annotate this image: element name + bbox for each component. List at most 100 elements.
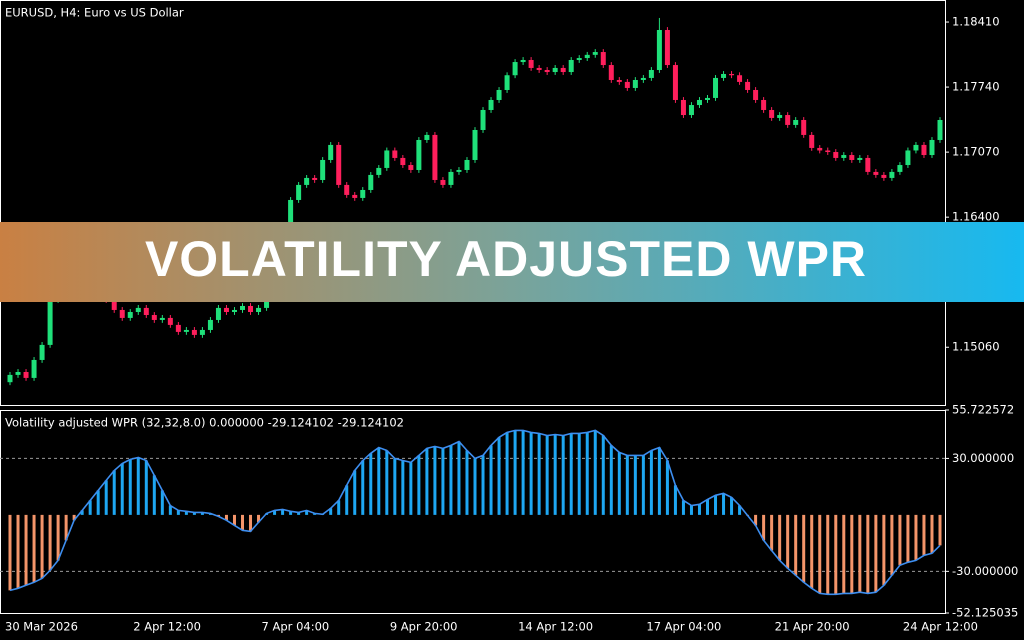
histogram-bar <box>465 450 469 515</box>
candle-body <box>312 177 318 180</box>
histogram-bar <box>882 514 886 586</box>
histogram-bar <box>786 514 790 569</box>
candle-body <box>624 81 630 88</box>
histogram-bar <box>858 514 862 593</box>
candle-body <box>39 344 45 360</box>
histogram-bar <box>249 514 253 532</box>
x-tick-label: 9 Apr 20:00 <box>390 620 458 634</box>
histogram-bar <box>738 505 742 515</box>
histogram-bar <box>673 485 677 515</box>
candle-body <box>248 305 254 313</box>
banner <box>0 222 1024 302</box>
histogram-bar <box>681 500 685 515</box>
histogram-bar <box>32 514 36 583</box>
candle-body <box>127 312 133 318</box>
candle-body <box>240 305 245 310</box>
candle-body <box>753 89 759 100</box>
candle-body <box>552 67 558 73</box>
histogram-bar <box>922 514 926 556</box>
candle-body <box>929 139 935 156</box>
histogram-bar <box>633 455 637 515</box>
histogram-bar <box>297 512 301 515</box>
indicator-panel: 55.722572 30.000000 -30.000000 -52.125035 Vo… <box>0 403 1018 620</box>
candle-body <box>680 99 686 116</box>
histogram-bar <box>441 448 445 515</box>
histogram-bar <box>409 462 413 515</box>
candle-body <box>448 171 454 185</box>
histogram-bar <box>529 432 533 515</box>
candle-body <box>143 307 149 316</box>
candle-body <box>729 73 735 76</box>
histogram-bar <box>537 433 541 515</box>
histogram-bar <box>930 514 934 554</box>
candle-body <box>344 184 350 195</box>
histogram-bar <box>649 450 653 515</box>
histogram-bar <box>481 455 485 515</box>
candle-body <box>472 129 478 160</box>
histogram-bar <box>609 445 613 515</box>
candle-body <box>833 152 839 158</box>
candle-body <box>528 59 534 68</box>
histogram-bar <box>938 514 942 546</box>
histogram-bar <box>850 514 854 594</box>
candle-body <box>737 75 743 82</box>
y-tick-label: 1.18410 <box>952 15 1000 29</box>
candle-body <box>464 159 470 170</box>
histogram-bar <box>665 460 669 515</box>
candle-body <box>897 165 903 172</box>
histogram-bar <box>305 510 309 515</box>
candle-body <box>408 165 414 170</box>
candle-body <box>801 119 807 135</box>
candle-body <box>400 157 406 166</box>
x-tick-label: 21 Apr 20:00 <box>775 620 850 634</box>
histogram-bar <box>401 460 405 515</box>
histogram-bar <box>160 490 164 515</box>
histogram-bar <box>457 441 461 515</box>
histogram-bar <box>569 433 573 515</box>
histogram-bar <box>385 450 389 515</box>
histogram-bar <box>168 505 172 515</box>
candle-body <box>809 134 815 148</box>
y-tick-label: 1.17740 <box>952 80 1000 94</box>
histogram-bar <box>393 458 397 515</box>
histogram-bar <box>48 514 52 571</box>
histogram-bar <box>144 460 148 515</box>
histogram-bar <box>842 514 846 594</box>
histogram-bar <box>353 470 357 515</box>
candle-body <box>632 79 638 88</box>
candle-body <box>568 59 574 73</box>
candle-body <box>817 147 823 151</box>
candle-body <box>592 52 598 55</box>
histogram-bar <box>778 514 782 561</box>
histogram-bar <box>449 445 453 515</box>
histogram-bar <box>625 455 629 515</box>
candle-body <box>664 29 670 66</box>
histogram-bar <box>329 508 333 515</box>
histogram-bar <box>818 514 822 594</box>
histogram-bar <box>794 514 798 576</box>
histogram-bar <box>345 485 349 515</box>
histogram-bar <box>56 514 60 561</box>
histogram-bar <box>88 500 92 515</box>
histogram-bar <box>72 514 76 521</box>
candle-body <box>608 65 614 80</box>
candle-body <box>320 159 326 180</box>
histogram-bar <box>64 514 68 541</box>
histogram-bar <box>874 514 878 593</box>
candle-body <box>520 59 526 63</box>
candle-body <box>937 119 943 140</box>
candle-body <box>656 29 662 70</box>
candle-body <box>440 179 446 185</box>
histogram-bar <box>617 452 621 515</box>
histogram-bar <box>890 514 894 576</box>
candle-body <box>352 194 358 198</box>
candle-body <box>504 75 510 90</box>
y-tick-label: 55.722572 <box>952 403 1014 417</box>
candle-body <box>304 177 310 185</box>
histogram-bar <box>184 511 188 515</box>
candle-body <box>576 58 582 60</box>
histogram-bar <box>241 514 244 531</box>
candle-body <box>384 150 390 168</box>
